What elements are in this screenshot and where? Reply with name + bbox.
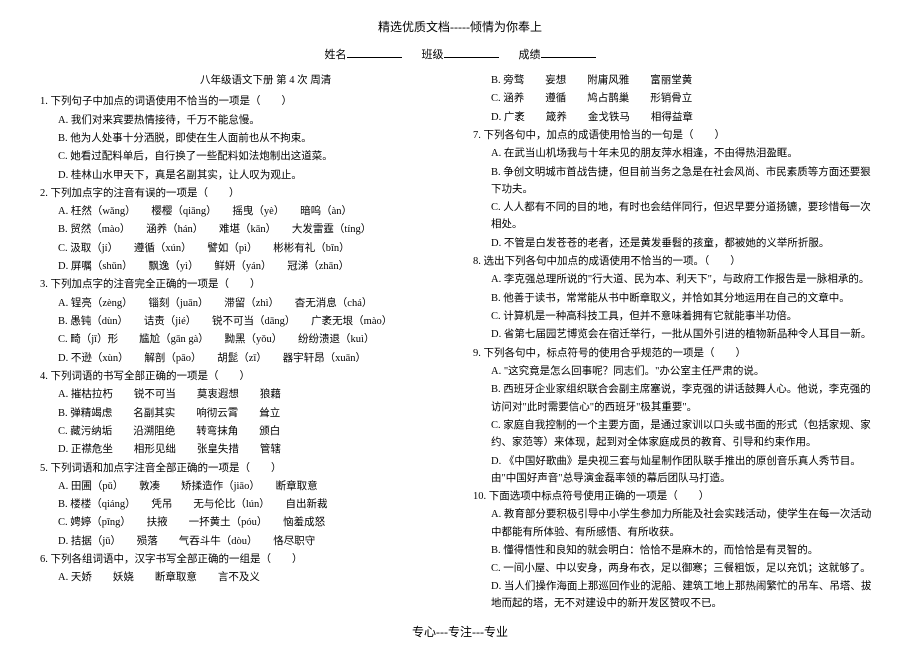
q5-d: D. 拮据（jū） 殒落 气吞斗牛（dòu） 恪尽职守: [40, 533, 447, 550]
right-column: B. 旁骛 妄想 附庸风雅 富丽堂黄 C. 涵养 遵循 鸠占鹊巢 形销骨立 D.…: [473, 72, 880, 613]
q7-b: B. 争创文明城市首战告捷，但目前当务之急是在社会风尚、市民素质等方面还要狠下功…: [473, 164, 880, 199]
q5-a: A. 田圃（pǔ） 敦凑 矫揉造作（jiāo） 断章取意: [40, 478, 447, 495]
name-field: 姓名: [325, 46, 402, 64]
q2-d: D. 屏嘱（shǔn） 飘逸（yì） 鲜妍（yán） 冠涕（zhān）: [40, 258, 447, 275]
q3-c: C. 畸（jī）形 尴尬（gān gà） 黝黑（yǒu） 纷纷溃退（kuì）: [40, 331, 447, 348]
q3-a: A. 锃亮（zèng） 锱刻（juān） 滞留（zhì） 杳无消息（chá）: [40, 295, 447, 312]
q4-a: A. 摧枯拉朽 锐不可当 莫衷遐想 狼藉: [40, 386, 447, 403]
q1-b: B. 他为人处事十分洒脱，即使在生人面前也从不拘束。: [40, 130, 447, 147]
q6-a: A. 天娇 妖娆 断章取意 言不及义: [40, 569, 447, 586]
q4-stem: 4. 下列词语的书写全部正确的一项是（ ）: [40, 368, 447, 385]
q8-stem: 8. 选出下列各句中加点的成语使用不恰当的一项。（ ）: [473, 253, 880, 270]
q4-c: C. 藏污纳垢 沿溯阻绝 转弯抹角 颁白: [40, 423, 447, 440]
q6-b: B. 旁骛 妄想 附庸风雅 富丽堂黄: [473, 72, 880, 89]
score-field: 成绩: [519, 46, 596, 64]
content-columns: 八年级语文下册 第 4 次 周清 1. 下列句子中加点的词语使用不恰当的一项是（…: [40, 72, 880, 613]
q3-b: B. 愚钝（dùn） 诘责（jié） 锐不可当（dāng） 广袤无垠（mào）: [40, 313, 447, 330]
q2-stem: 2. 下列加点字的注音有误的一项是（ ）: [40, 185, 447, 202]
subtitle: 八年级语文下册 第 4 次 周清: [200, 72, 447, 89]
q10-a: A. 教育部分要积极引导中小学生参加力所能及社会实践活动，使学生在每一次活动中都…: [473, 506, 880, 541]
q5-c: C. 娉婷（pīng） 扶掖 一抔黄土（póu） 恼羞成怒: [40, 514, 447, 531]
q1-d: D. 桂林山水甲天下，真是名副其实，让人叹为观止。: [40, 167, 447, 184]
left-column: 八年级语文下册 第 4 次 周清 1. 下列句子中加点的词语使用不恰当的一项是（…: [40, 72, 447, 613]
q2-c: C. 汲取（jí） 遵循（xún） 譬如（pì） 彬彬有礼（bīn）: [40, 240, 447, 257]
q9-b: B. 西班牙企业家组织联合会副主席塞说，李克强的讲话鼓舞人心。他说，李克强的访问…: [473, 381, 880, 416]
q2-b: B. 贸然（mào） 涵养（hán） 难堪（kān） 大发雷霆（tíng）: [40, 221, 447, 238]
q1-stem: 1. 下列句子中加点的词语使用不恰当的一项是（ ）: [40, 93, 447, 110]
q8-d: D. 省第七届园艺博览会在宿迁举行，一批从国外引进的植物新品种令人耳目一新。: [473, 326, 880, 343]
class-field: 班级: [422, 46, 499, 64]
q6-c: C. 涵养 遵循 鸠占鹊巢 形销骨立: [473, 90, 880, 107]
q6-stem: 6. 下列各组词语中，汉字书写全部正确的一组是（ ）: [40, 551, 447, 568]
q8-a: A. 李克强总理所说的"行大道、民为本、利天下"，与政府工作报告是一脉相承的。: [473, 271, 880, 288]
q3-d: D. 不逊（xùn） 解剖（pāo） 胡髭（zī） 器宇轩昂（xuān）: [40, 350, 447, 367]
q1-a: A. 我们对来宾要热情接待，千万不能怠慢。: [40, 112, 447, 129]
q7-c: C. 人人都有不同的目的地，有时也会结伴同行，但迟早要分道扬镳，要珍惜每一次相处…: [473, 199, 880, 234]
q9-c: C. 家庭自我控制的一个主要方面，是通过家训以口头或书面的形式（包括家规、家约、…: [473, 417, 880, 452]
q8-c: C. 计算机是一种高科技工具，但并不意味着拥有它就能事半功倍。: [473, 308, 880, 325]
q2-a: A. 枉然（wǎng） 樱樱（qiāng） 摇曳（yè） 暗呜（àn）: [40, 203, 447, 220]
q5-stem: 5. 下列词语和加点字注音全部正确的一项是（ ）: [40, 460, 447, 477]
q8-b: B. 他善于读书，常常能从书中断章取义，并恰如其分地运用在自己的文章中。: [473, 290, 880, 307]
q10-stem: 10. 下面选项中标点符号使用正确的一项是（ ）: [473, 488, 880, 505]
q5-b: B. 楼楼（qiáng） 凭吊 无与伦比（lún） 自出新裁: [40, 496, 447, 513]
info-line: 姓名 班级 成绩: [40, 46, 880, 64]
q7-stem: 7. 下列各句中，加点的成语使用恰当的一句是（ ）: [473, 127, 880, 144]
q10-b: B. 懂得悟性和良知的就会明白：恰恰不是麻木的，而恰恰是有灵智的。: [473, 542, 880, 559]
q7-a: A. 在武当山机场我与十年未见的朋友萍水相逢，不由得热泪盈眶。: [473, 145, 880, 162]
q7-d: D. 不管是白发苍苍的老者，还是黄发垂髫的孩童，都被她的义举所折服。: [473, 235, 880, 252]
q3-stem: 3. 下列加点字的注音完全正确的一项是（ ）: [40, 276, 447, 293]
q9-d: D. 《中国好歌曲》是央视三套与灿星制作团队联手推出的原创音乐真人秀节目。由"中…: [473, 453, 880, 488]
page-header: 精选优质文档-----倾情为你奉上: [40, 18, 880, 38]
q10-c: C. 一间小屋、中以安身，两身布衣，足以御寒；三餐粗饭，足以充饥；这就够了。D.…: [473, 560, 880, 612]
page-footer: 专心---专注---专业: [0, 623, 920, 643]
q9-a: A. "这究竟是怎么回事呢？同志们。"办公室主任严肃的说。: [473, 363, 880, 380]
q1-c: C. 她看过配料单后，自行换了一些配料如法炮制出这道菜。: [40, 148, 447, 165]
q4-d: D. 正襟危坐 相形见绌 张皇失措 管辖: [40, 441, 447, 458]
q4-b: B. 弹精竭虑 名副其实 响彻云霄 耸立: [40, 405, 447, 422]
q6-d: D. 广袤 箴养 金戈铁马 相得益章: [473, 109, 880, 126]
q9-stem: 9. 下列各句中，标点符号的使用合乎规范的一项是（ ）: [473, 345, 880, 362]
